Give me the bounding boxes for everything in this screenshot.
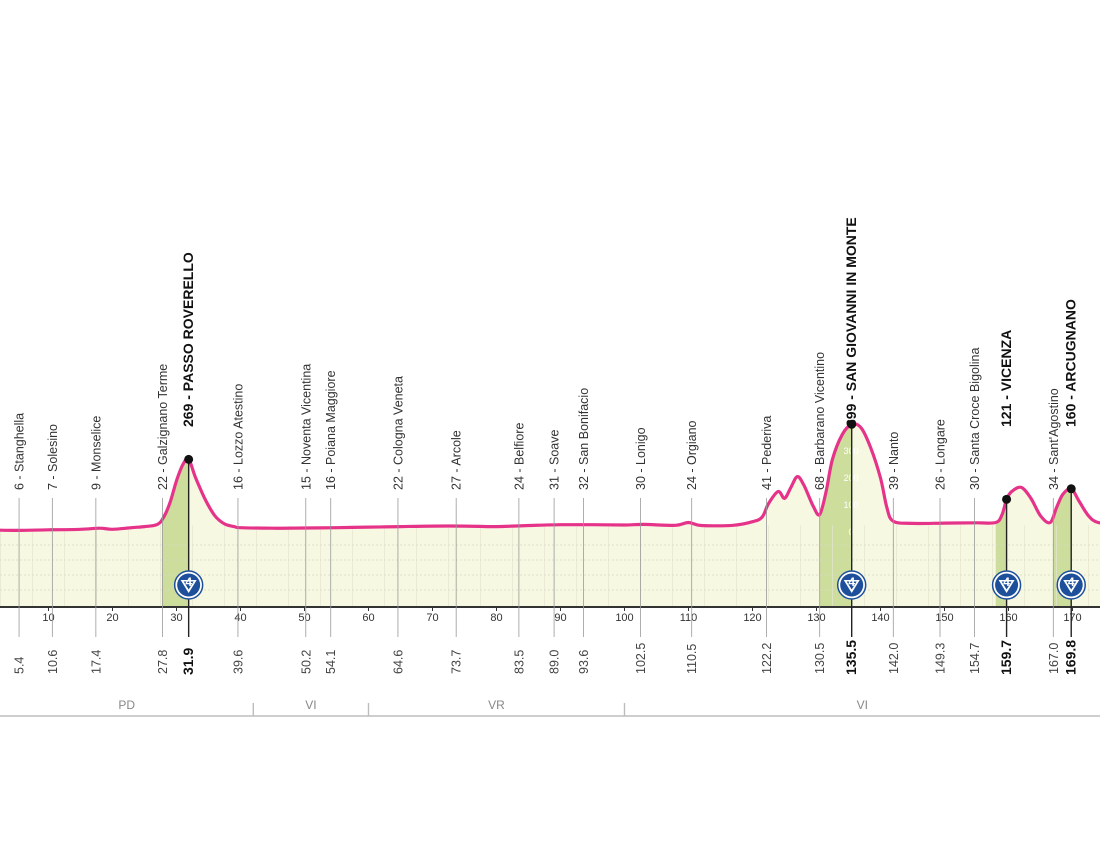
km-label: 122.2 — [760, 643, 774, 674]
location-label: 30 - Lonigo — [634, 427, 648, 490]
summit-dot — [847, 419, 857, 429]
province-label: VR — [488, 698, 505, 712]
location-label: 16 - Lozzo Atestino — [231, 384, 245, 490]
location-label: 30 - Santa Croce Bigolina — [1099, 348, 1100, 490]
km-label: 64.6 — [391, 650, 405, 674]
location-label: 27 - Arcole — [450, 430, 464, 490]
distance-tick-label: 80 — [490, 612, 502, 624]
km-label: 54.1 — [324, 650, 338, 674]
climb-category-marker-1: 4 — [173, 570, 204, 600]
province-label: VI — [857, 698, 868, 712]
distance-axis-group: 10 20 30 40 50 60 70 80 90 100 110 120 130 140 150 160 1… — [0, 606, 1100, 624]
distance-tick-label: 60 — [362, 612, 374, 624]
km-label: 130.5 — [813, 643, 827, 674]
km-label: 102.5 — [634, 643, 648, 674]
km-label: 154.7 — [968, 643, 982, 674]
km-label: 5.4 — [13, 657, 27, 674]
location-label: 32 - San Bonifacio — [577, 388, 591, 490]
location-label: 22 - Cologna Veneta — [391, 376, 405, 490]
distance-tick-label: 160 — [999, 612, 1017, 624]
location-label: 269 - PASSO ROVERELLO — [180, 252, 196, 427]
location-label: 31 - Soave — [548, 429, 562, 490]
distance-tick-label: 130 — [807, 612, 825, 624]
distance-tick-label: 110 — [680, 612, 698, 624]
descent-triangle-inner — [183, 581, 194, 590]
location-label: 41 - Pederiva — [760, 416, 774, 490]
summit-dot — [1002, 494, 1012, 504]
location-label: 160 - ARCUGNANO — [1063, 299, 1079, 427]
km-label: 83.5 — [512, 650, 526, 674]
climb-category-label: 4 — [1068, 575, 1075, 589]
km-label: 110.5 — [685, 644, 699, 674]
distance-tick-label: 150 — [935, 612, 953, 624]
location-label: 24 - Belfiore — [512, 423, 526, 490]
distance-tick-label: 30 — [170, 612, 182, 624]
distance-tick-label: 100 — [615, 612, 633, 624]
km-label: 27.8 — [156, 650, 170, 674]
climb-highlight-1 — [162, 459, 189, 607]
distance-tick-label: 120 — [743, 612, 761, 624]
distance-tick-label: 140 — [871, 612, 889, 624]
km-label: 167.0 — [1047, 643, 1061, 674]
descent-triangle-inner — [1066, 581, 1077, 590]
km-label: 142.0 — [887, 643, 901, 674]
distance-tick-label: 20 — [106, 612, 118, 624]
location-label: 68 - Barbarano Vicentino — [813, 352, 827, 490]
distance-tick-label: 40 — [234, 612, 246, 624]
climb-category-marker-2: 4 — [836, 570, 867, 600]
km-label: 93.6 — [577, 650, 591, 674]
descent-triangle-inner — [1001, 581, 1012, 590]
km-label: 135.5 — [843, 640, 859, 675]
location-label: 121 - VICENZA — [998, 330, 1014, 427]
distance-tick-label: 90 — [554, 612, 566, 624]
km-labels-group: 5.4 10.6 17.4 27.8 31.9 39.6 50.2 54.1 64.6 73.7 8… — [13, 640, 1100, 675]
km-label: 149.3 — [934, 643, 948, 674]
climb-category-label: 4 — [848, 575, 855, 589]
distance-tick-label: 170 — [1063, 612, 1081, 624]
province-label: VI — [305, 698, 316, 712]
km-label: 39.6 — [231, 650, 245, 674]
location-label: 39 - Nanto — [887, 432, 901, 490]
location-label: 24 - Orgiano — [685, 420, 699, 490]
summit-dot — [1066, 484, 1076, 494]
climb-category-label: 4 — [185, 575, 192, 589]
summit-dot — [184, 454, 194, 464]
km-label: 159.7 — [998, 640, 1014, 675]
km-label: 175.1 — [1099, 643, 1100, 674]
location-labels-group: 6 - Stanghella 7 - Solesino 9 - Monselice 2… — [13, 217, 1100, 637]
distance-tick-label: 70 — [426, 612, 438, 624]
location-label: 26 - Longare — [934, 419, 948, 490]
distance-tick-label: 50 — [298, 612, 310, 624]
climb-category-marker-3: 4 — [991, 570, 1022, 600]
km-label: 50.2 — [299, 650, 313, 674]
location-label: 9 - Monselice — [89, 416, 103, 490]
location-label: 15 - Noventa Vicentina — [299, 364, 313, 490]
km-label: 10.6 — [46, 650, 60, 674]
location-label: 399 - SAN GIOVANNI IN MONTE — [843, 217, 859, 427]
profile-grid-group — [0, 525, 1100, 607]
climb-category-label: 4 — [1003, 575, 1010, 589]
km-label: 89.0 — [548, 650, 562, 674]
province-bar-group: PD VI VR VI — [0, 698, 1100, 717]
km-label: 31.9 — [180, 648, 196, 675]
km-label: 73.7 — [450, 650, 464, 674]
km-label: 169.8 — [1063, 640, 1079, 675]
location-label: 6 - Stanghella — [13, 413, 27, 490]
location-label: 30 - Santa Croce Bigolina — [968, 348, 982, 490]
climb-highlight-2 — [819, 424, 852, 607]
location-label: 7 - Solesino — [46, 424, 60, 490]
distance-tick-label: 10 — [42, 612, 54, 624]
province-label: PD — [118, 698, 135, 712]
descent-triangle-inner — [846, 581, 857, 590]
location-label: 22 - Galzignano Terme — [156, 364, 170, 490]
location-label: 16 - Poiana Maggiore — [324, 370, 338, 490]
km-label: 17.4 — [89, 650, 103, 674]
climb-category-marker-4: 4 — [1056, 570, 1086, 600]
climb-markers-group: 4 4 4 4 — [173, 570, 1086, 600]
location-label: 34 - Sant'Agostino — [1047, 388, 1061, 490]
